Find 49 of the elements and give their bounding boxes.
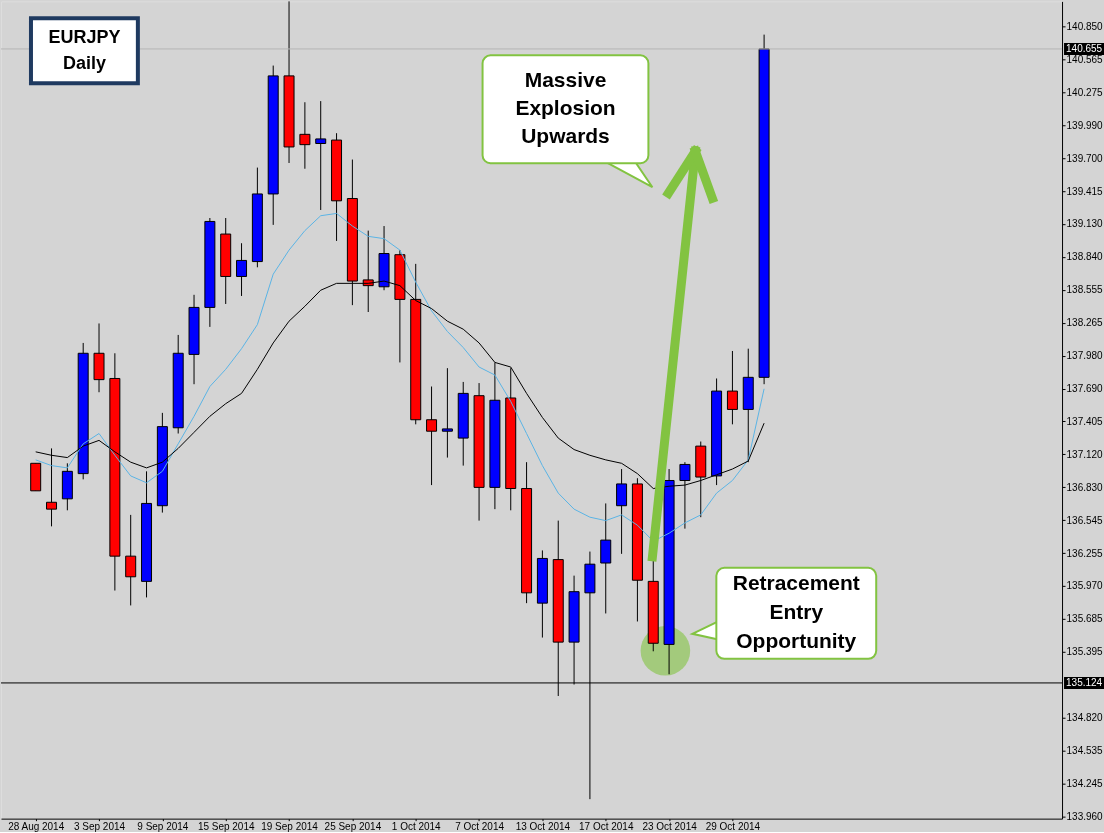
candlestick	[236, 242, 248, 297]
y-tick-label: 139.415	[1066, 185, 1104, 197]
y-tick-label: 135.970	[1066, 580, 1104, 592]
y-tick-label: 138.265	[1066, 317, 1104, 329]
x-tick-label: 19 Sep 2014	[261, 821, 319, 833]
y-tick-label: 134.820	[1066, 712, 1104, 724]
y-tick-label: 139.700	[1066, 152, 1104, 164]
ref-line-label: 135.124	[1066, 676, 1103, 688]
x-tick-label: 13 Oct 2014	[515, 821, 571, 833]
candlestick	[426, 386, 438, 486]
y-tick-label: 136.545	[1066, 514, 1104, 526]
y-tick-label: 140.565	[1066, 53, 1104, 65]
y-tick-label: 140.275	[1066, 87, 1104, 98]
ref-line-label: 140.655	[1066, 42, 1103, 54]
candlestick	[441, 367, 453, 459]
x-tick-label: 28 Aug 2014	[8, 821, 65, 833]
x-tick-label: 29 Oct 2014	[705, 821, 761, 833]
candlestick	[616, 468, 628, 555]
candlestick	[125, 514, 137, 606]
y-tick-label: 134.245	[1066, 778, 1104, 790]
y-tick-label: 138.555	[1066, 284, 1104, 296]
y-tick-label: 135.395	[1066, 646, 1104, 658]
y-tick-label: 136.830	[1066, 481, 1104, 493]
x-tick-label: 9 Sep 2014	[137, 821, 189, 833]
y-tick-label: 137.405	[1066, 415, 1104, 427]
x-tick-label: 23 Oct 2014	[642, 821, 698, 833]
y-tick-label: 139.130	[1066, 218, 1104, 230]
y-tick-label: 138.840	[1066, 251, 1104, 263]
y-tick-label: 136.255	[1066, 547, 1104, 559]
x-tick-label: 7 Oct 2014	[455, 821, 505, 833]
x-tick-label: 17 Oct 2014	[579, 821, 634, 833]
y-tick-label: 135.685	[1066, 613, 1104, 625]
y-tick-label: 133.960	[1066, 810, 1104, 822]
candlestick	[600, 502, 612, 614]
candlestick	[299, 101, 311, 170]
x-tick-label: 25 Sep 2014	[324, 821, 382, 833]
candlestick	[726, 350, 738, 425]
y-tick-label: 137.690	[1066, 383, 1104, 395]
y-tick-label: 137.980	[1066, 350, 1104, 362]
y-tick-label: 137.120	[1066, 448, 1104, 460]
y-tick-label: 140.850	[1066, 21, 1104, 33]
line-series	[35, 212, 765, 542]
x-tick-label: 3 Sep 2014	[73, 821, 126, 833]
x-tick-label: 1 Oct 2014	[391, 821, 442, 833]
text: EURJPY Daily	[48, 27, 121, 74]
candlestick	[315, 100, 327, 211]
y-tick-label: 134.535	[1066, 744, 1104, 756]
x-tick-label: 15 Sep 2014	[197, 821, 255, 833]
y-tick-label: 139.990	[1066, 119, 1104, 131]
